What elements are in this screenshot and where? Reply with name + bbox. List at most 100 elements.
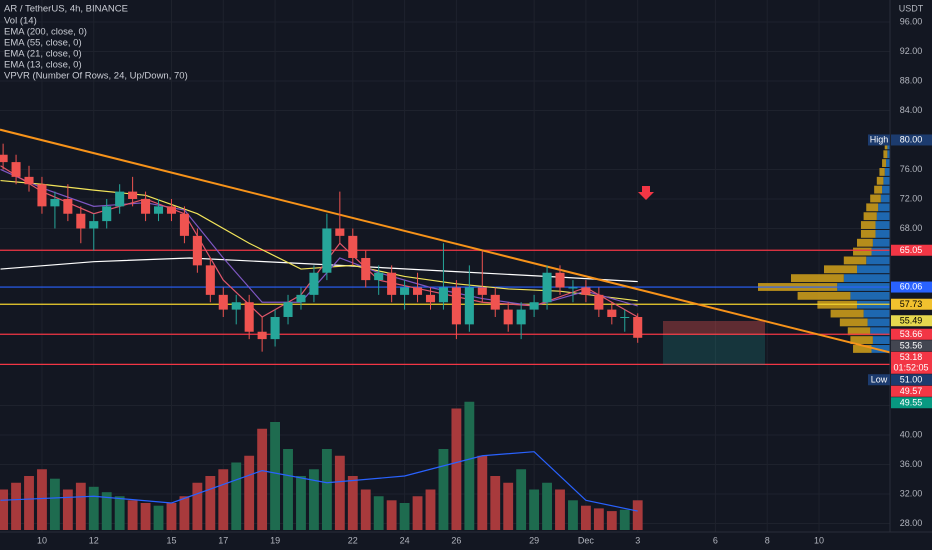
- candle-body: [296, 294, 306, 303]
- vpvr-up: [866, 256, 890, 265]
- chart-title: AR / TetherUS, 4h, BINANCE: [4, 4, 128, 15]
- ema-line: [0, 179, 638, 302]
- vpvr-down: [853, 345, 872, 353]
- vpvr-up: [872, 238, 890, 247]
- volume-bar: [166, 503, 177, 530]
- volume-bar: [101, 492, 112, 530]
- vpvr-down: [830, 309, 864, 318]
- price-axis: 28.0032.0036.0040.0044.0068.0072.0076.00…: [37, 16, 932, 545]
- price-label: 49.57: [900, 386, 923, 396]
- vpvr-up: [870, 327, 890, 336]
- indicator-label: EMA (13, close, 0): [4, 60, 82, 71]
- price-label-box: [891, 281, 932, 293]
- indicator-label: EMA (55, close, 0): [4, 38, 82, 49]
- vpvr-down: [843, 256, 867, 265]
- volume-bar: [49, 478, 60, 530]
- volume-bar: [529, 489, 540, 530]
- vpvr-up: [887, 150, 890, 159]
- candle-body: [425, 294, 436, 303]
- x-tick-label: 10: [814, 535, 824, 545]
- vpvr-down: [870, 194, 881, 203]
- volume-ma-line: [0, 451, 638, 512]
- price-label: 55.49: [900, 315, 923, 325]
- candle-body: [231, 302, 241, 310]
- price-label: 53.66: [900, 329, 923, 339]
- x-tick-label: 3: [635, 535, 640, 545]
- volume-bar: [555, 489, 565, 530]
- x-tick-label: 29: [529, 535, 539, 545]
- y-tick-label: 68.00: [900, 223, 923, 233]
- volume-bar: [386, 500, 397, 530]
- candle-body: [270, 316, 280, 340]
- price-label-box: [891, 315, 932, 327]
- volume-bar: [62, 489, 73, 530]
- volume-bar: [360, 489, 371, 530]
- candle-body: [179, 213, 189, 236]
- trendline: [0, 128, 891, 354]
- candle-body: [192, 235, 202, 266]
- price-label-box: [891, 351, 932, 374]
- volume-bar: [257, 428, 268, 530]
- vpvr-down: [824, 265, 857, 274]
- y-tick-label: 96.00: [900, 16, 923, 26]
- volume-bar: [438, 449, 449, 530]
- indicator-label: Vol (14): [4, 16, 37, 27]
- volume-bar: [244, 455, 255, 530]
- price-label-box: [891, 397, 932, 409]
- price-label-box: [891, 244, 932, 256]
- vpvr-up: [878, 203, 890, 212]
- vpvr-down: [839, 318, 868, 327]
- candle-body: [503, 309, 513, 325]
- candle-body: [102, 206, 112, 222]
- vpvr-up: [875, 229, 890, 238]
- y-tick-label: 88.00: [900, 75, 923, 85]
- y-tick-label: 84.00: [900, 105, 923, 115]
- volume-bar: [542, 482, 552, 530]
- price-label-box: [891, 298, 932, 310]
- volume-bar: [37, 469, 47, 530]
- candle-body: [89, 221, 99, 229]
- volume-bar: [580, 505, 591, 530]
- candle-body: [128, 191, 138, 199]
- volume-bar: [425, 489, 436, 530]
- vpvr-down: [874, 185, 883, 194]
- volume-bar: [218, 469, 229, 530]
- candle-body: [451, 287, 461, 325]
- volume-bar: [321, 449, 332, 530]
- x-tick-label: 15: [166, 535, 176, 545]
- candle-body: [620, 316, 630, 318]
- volume-bar: [593, 508, 604, 530]
- candle-body: [153, 206, 164, 214]
- candle-body: [309, 272, 319, 295]
- volume-bar: [334, 455, 345, 530]
- candle-body: [166, 206, 177, 214]
- indicator-label: EMA (200, close, 0): [4, 27, 87, 38]
- vpvr-down: [853, 247, 872, 256]
- price-label: 53.56: [900, 340, 923, 350]
- y-tick-label: 32.00: [900, 488, 923, 498]
- candle-body: [413, 287, 423, 295]
- volume-bar: [477, 455, 488, 530]
- volume-bar: [0, 489, 9, 530]
- y-tick-label: 76.00: [900, 164, 923, 174]
- vpvr-down: [860, 229, 876, 238]
- vpvr-up: [880, 194, 890, 203]
- volume-bar: [309, 469, 319, 530]
- price-label-box: [891, 340, 932, 352]
- x-tick-label: 8: [765, 535, 770, 545]
- volume-bar: [283, 449, 293, 530]
- volume-bar: [568, 500, 578, 530]
- candle-body: [633, 316, 643, 338]
- candle-body: [516, 309, 526, 325]
- indicator-label: EMA (21, close, 0): [4, 49, 82, 60]
- volume-bar: [347, 476, 358, 530]
- candle-body: [141, 198, 151, 214]
- vpvr-down: [791, 274, 844, 283]
- price-label: 65.05: [900, 245, 923, 255]
- x-tick-label: 17: [218, 535, 228, 545]
- volume-bar: [127, 500, 138, 530]
- vpvr-up: [875, 221, 890, 229]
- y-tick-label: 40.00: [900, 429, 923, 439]
- indicator-label: VPVR (Number Of Rows, 24, Up/Down, 70): [4, 71, 188, 82]
